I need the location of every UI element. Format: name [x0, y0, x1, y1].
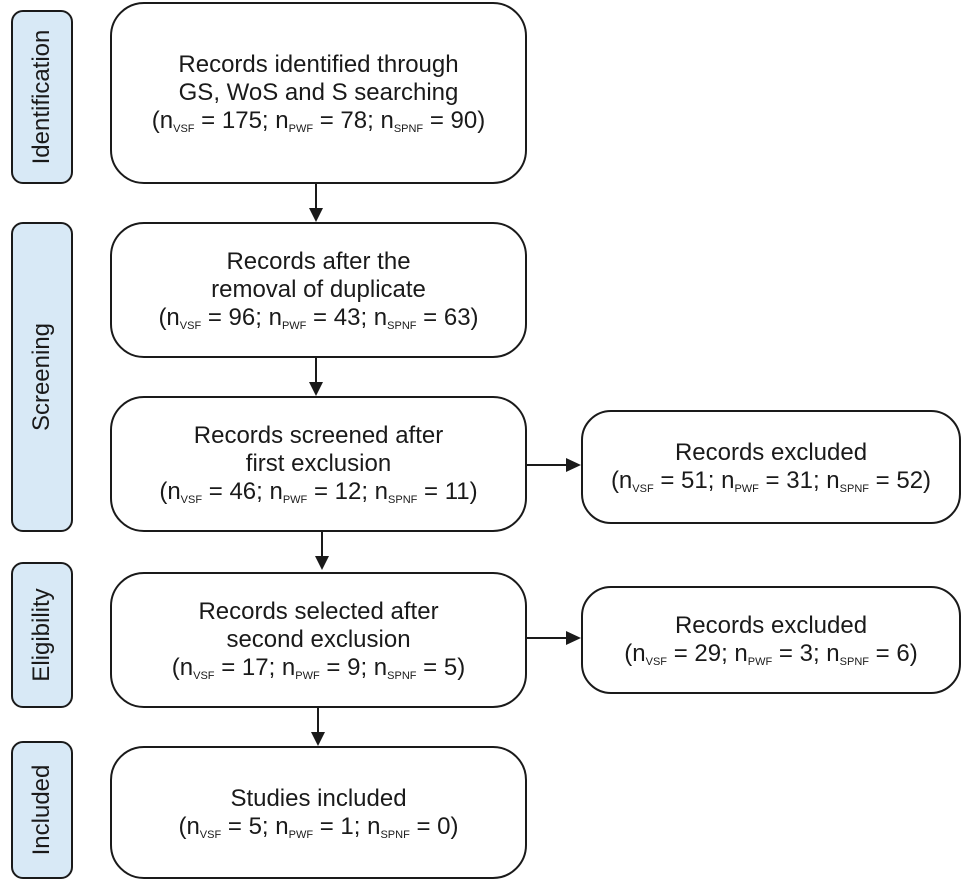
arrow-selected-to-included-head — [311, 732, 325, 746]
box-records-screened-counts: (nVSF = 46; nPWF = 12; nSPNF = 11) — [159, 478, 478, 506]
box-studies-included: Studies included (nVSF = 5; nPWF = 1; nS… — [110, 746, 527, 879]
box-records-screened-line1: Records screened after — [193, 422, 444, 449]
box-records-screened-line2: first exclusion — [245, 450, 392, 477]
box-studies-included-line1: Studies included — [230, 784, 407, 812]
box-records-selected: Records selected after second exclusion … — [110, 572, 527, 708]
phase-identification: Identification — [11, 10, 73, 184]
box-records-excluded-second-counts: (nVSF = 29; nPWF = 3; nSPNF = 6) — [624, 640, 918, 668]
box-records-after-duplicates-counts: (nVSF = 96; nPWF = 43; nSPNF = 63) — [158, 304, 479, 332]
arrow-duplicates-to-screened-head — [309, 382, 323, 396]
box-records-screened: Records screened after first exclusion (… — [110, 396, 527, 532]
box-studies-included-counts: (nVSF = 5; nPWF = 1; nSPNF = 0) — [178, 812, 459, 841]
box-records-after-duplicates-line1: Records after the — [226, 248, 411, 275]
box-records-excluded-second: Records excluded (nVSF = 29; nPWF = 3; n… — [581, 586, 961, 694]
box-records-after-duplicates-line2: removal of duplicate — [211, 276, 426, 303]
arrow-screened-to-selected-head — [315, 556, 329, 570]
box-records-selected-counts: (nVSF = 17; nPWF = 9; nSPNF = 5) — [171, 654, 466, 682]
box-records-identified-line1: Records identified through — [178, 51, 459, 78]
box-records-selected-line2: second exclusion — [226, 626, 411, 653]
arrow-identified-to-duplicates-head — [309, 208, 323, 222]
box-records-identified-counts: (nVSF = 175; nPWF = 78; nSPNF = 90) — [151, 107, 486, 135]
box-records-identified-line2: GS, WoS and S searching — [178, 79, 459, 106]
phase-included: Included — [11, 741, 73, 879]
box-records-excluded-first: Records excluded (nVSF = 51; nPWF = 31; … — [581, 410, 961, 524]
phase-screening: Screening — [11, 222, 73, 532]
arrow-screened-to-excluded-head — [566, 458, 581, 472]
arrow-selected-to-excluded-head — [566, 631, 581, 645]
box-records-excluded-first-line1: Records excluded — [674, 439, 868, 466]
box-records-excluded-first-counts: (nVSF = 51; nPWF = 31; nSPNF = 52) — [610, 467, 932, 495]
box-records-after-duplicates: Records after the removal of duplicate (… — [110, 222, 527, 358]
phase-eligibility: Eligibility — [11, 562, 73, 708]
box-records-identified: Records identified through GS, WoS and S… — [110, 2, 527, 184]
box-records-excluded-second-line1: Records excluded — [674, 612, 868, 639]
box-records-selected-line1: Records selected after — [198, 598, 439, 625]
